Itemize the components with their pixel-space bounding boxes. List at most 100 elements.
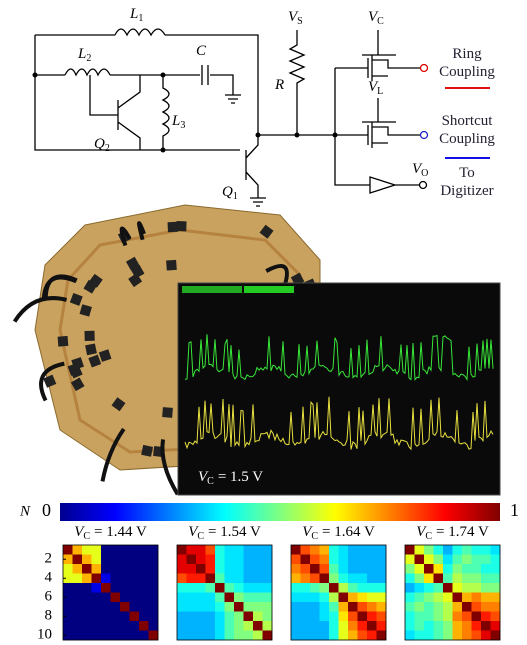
heatmap-cell [491,583,501,593]
heatmap-cell [149,602,159,612]
heatmap-cell [244,602,254,612]
heatmap-cell [253,631,263,641]
heatmap-cell [253,602,263,612]
y-tick-label: 2 [45,551,53,567]
heatmap-cell [206,583,216,593]
component [84,331,94,341]
heatmap-cell [424,545,434,555]
heatmap-cell [377,612,387,622]
heatmap-cell [339,583,349,593]
heatmap-cell [139,583,149,593]
heatmap-cell [111,621,121,631]
heatmap-cell [120,631,130,641]
heatmap-cell [491,574,501,584]
heatmap-cell [320,621,330,631]
heatmap-cell [206,631,216,641]
heatmap-cell [339,631,349,641]
heatmap-cell [120,583,130,593]
rest: = 1.54 V [208,524,261,540]
component [168,222,178,232]
heatmap-cell [424,612,434,622]
heatmap-cell [120,564,130,574]
heatmap-cell [73,621,83,631]
heatmap-cell [415,545,425,555]
heatmap-cell [215,555,225,565]
heatmap-cell [63,583,73,593]
heatmap-cell [263,564,273,574]
heatmap-cell [424,574,434,584]
heatmap-cell [348,555,358,565]
heatmap-cell [177,555,187,565]
heatmap-cell [405,564,415,574]
heatmap-cell [63,602,73,612]
heatmap-cell [462,555,472,565]
heatmap-cell [301,564,311,574]
heatmap-cell [187,574,197,584]
heatmap-cell [424,621,434,631]
subscript: S [297,16,303,27]
heatmap-cell [462,602,472,612]
heatmap-cell [92,545,102,555]
heatmap-cell [320,631,330,641]
label-vc: VC [368,9,384,27]
heatmap-cell [367,612,377,622]
heatmap-cell [215,621,225,631]
heatmap-cell [234,545,244,555]
heatmap-cell [405,621,415,631]
heatmap-cell [415,593,425,603]
label-r: R [274,77,284,93]
heatmap-cell [196,564,206,574]
heatmap-cell [358,545,368,555]
heatmap-cell [320,583,330,593]
heatmap-cell [291,593,301,603]
heatmap-cell [481,621,491,631]
label-vo: VO [412,161,428,179]
colorbar-tick: 0 [42,500,51,520]
heatmap-cell [472,564,482,574]
heatmap-cell [329,574,339,584]
heatmap-cell [472,602,482,612]
heatmap-cell [472,583,482,593]
heatmap-cell [244,612,254,622]
heatmap-cell [329,621,339,631]
heatmap-cell [453,574,463,584]
heatmap-cell [377,621,387,631]
heatmap-cell [82,555,92,565]
heatmap-cell [130,621,140,631]
heatmap-cell [177,612,187,622]
line: Shortcut [442,113,494,129]
heatmap-cell [263,631,273,641]
heatmap-cell [253,574,263,584]
heatmap-cell [253,593,263,603]
heatmap-cell [462,621,472,631]
heatmap-cell [367,621,377,631]
heatmap-cell [187,602,197,612]
heatmap-cell [111,631,121,641]
component [141,445,153,457]
heatmap-cell [196,631,206,641]
heatmap-cell [453,602,463,612]
heatmap-cell [73,555,83,565]
heatmap-cell [244,621,254,631]
heatmap-cell [244,555,254,565]
to-digitizer: To Digitizer [440,165,493,199]
heatmap-cell [130,574,140,584]
heatmap-cell [339,545,349,555]
heatmap-cell [120,612,130,622]
heatmap-cell [82,612,92,622]
heatmap-cell [434,564,444,574]
heatmap-cell [291,631,301,641]
heatmap-cell [434,555,444,565]
heatmap-cell [291,621,301,631]
line: Digitizer [440,183,493,199]
line: To [459,165,475,181]
heatmap-cell [215,545,225,555]
heatmap-cell [453,583,463,593]
heatmap-cell [206,621,216,631]
heatmap-cell [101,593,111,603]
circuit-wires [33,29,491,206]
heatmap-cell [82,545,92,555]
heatmap-cell [234,583,244,593]
heatmap-cell [244,583,254,593]
